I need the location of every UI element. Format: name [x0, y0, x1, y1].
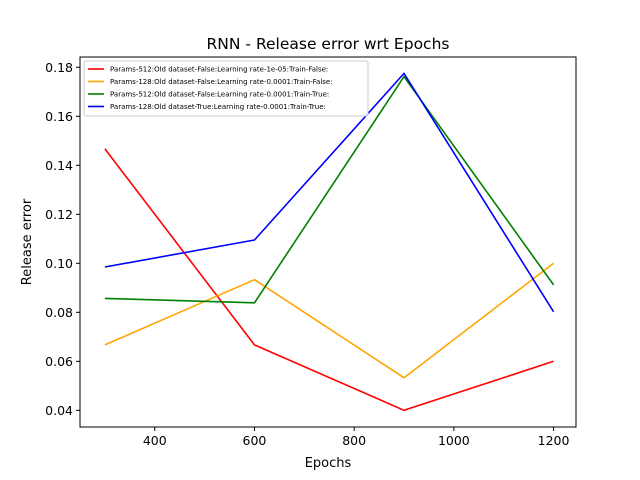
x-tick-label: 1000 [438, 433, 470, 448]
x-tick-label: 1200 [538, 433, 570, 448]
series-line-1 [104, 262, 555, 379]
y-tick-label: 0.04 [45, 403, 73, 418]
y-axis-label: Release error [20, 198, 35, 285]
y-tick-label: 0.14 [45, 158, 73, 173]
series-layer [104, 72, 555, 412]
series-line-0 [104, 148, 554, 412]
chart-title: RNN - Release error wrt Epochs [207, 35, 450, 53]
y-tick-label: 0.16 [45, 109, 73, 124]
legend-label-1: Params-128:Old dataset-False:Learning ra… [110, 78, 333, 86]
x-axis-label: Epochs [305, 456, 352, 471]
y-tick-label: 0.18 [45, 60, 73, 75]
x-axis-ticks: 400 600 800 1000 1200 [143, 427, 570, 448]
legend-label-2: Params-512:Old dataset-False:Learning ra… [110, 91, 329, 99]
series-line-2 [104, 75, 555, 304]
legend: Params-512:Old dataset-False:Learning ra… [83, 60, 369, 117]
x-tick-label: 800 [342, 433, 366, 448]
y-tick-label: 0.08 [45, 305, 73, 320]
plot-frame [79, 56, 577, 428]
y-axis-ticks: 0.04 0.06 0.08 0.10 0.12 0.14 0.16 0.18 [45, 60, 80, 418]
y-tick-label: 0.06 [45, 354, 73, 369]
legend-box [83, 60, 369, 117]
legend-label-0: Params-512:Old dataset-False:Learning ra… [110, 66, 328, 74]
y-tick-label: 0.12 [45, 207, 73, 222]
series-line-3 [104, 72, 555, 313]
x-tick-label: 400 [143, 433, 167, 448]
y-tick-label: 0.10 [45, 256, 73, 271]
legend-label-3: Params-128:Old dataset-True:Learning rat… [110, 103, 326, 111]
x-tick-label: 600 [243, 433, 267, 448]
